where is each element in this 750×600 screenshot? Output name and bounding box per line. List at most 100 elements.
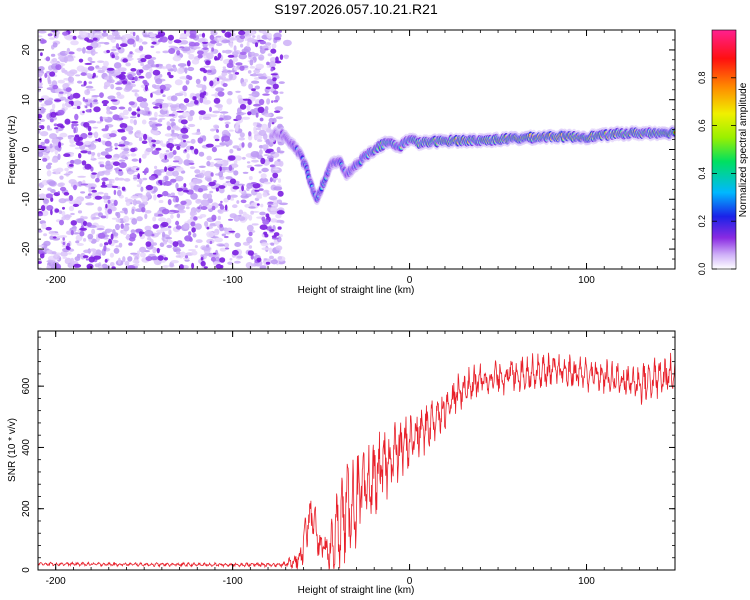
noise-speckle [251,159,259,163]
noise-speckle [267,121,272,129]
noise-blob [239,34,246,40]
noise-blob [142,79,148,85]
noise-blob [238,30,246,36]
noise-blob [203,75,207,82]
noise-speckle [203,170,213,178]
noise-blob [172,160,180,163]
snr-y-tick-label: 400 [21,439,32,456]
noise-speckle [104,163,114,170]
noise-blob [172,150,177,155]
noise-blob [40,205,46,212]
noise-speckle [277,256,283,260]
noise-speckle [263,181,271,185]
noise-speckle [219,247,227,252]
noise-blob [225,123,229,129]
noise-speckle [270,259,278,265]
noise-blob [157,255,164,261]
noise-speckle [131,158,139,162]
noise-speckle [40,141,46,146]
colorbar-tick-label: 0.6 [697,119,707,132]
noise-speckle [214,145,220,148]
noise-speckle [162,50,170,54]
noise-blob [115,43,120,50]
noise-speckle [49,235,54,240]
noise-speckle [262,192,268,198]
noise-blob [242,98,251,101]
noise-blob [190,221,196,227]
noise-blob [197,50,204,55]
noise-speckle [227,91,233,96]
noise-speckle [194,245,198,248]
noise-blob [205,143,214,148]
noise-blob [68,163,74,167]
noise-blob [216,77,220,82]
noise-blob [197,137,204,144]
noise-blob [203,266,208,269]
noise-speckle [177,204,186,211]
noise-blob [54,127,59,130]
noise-speckle [258,170,262,174]
noise-blob [253,103,261,107]
noise-speckle [135,200,142,205]
noise-blob [62,206,65,210]
noise-speckle [114,69,121,75]
noise-speckle [61,69,68,73]
noise-speckle [160,227,170,232]
noise-blob [259,224,268,230]
noise-blob [80,150,88,154]
noise-speckle [278,234,283,238]
noise-blob [270,48,277,54]
noise-blob [265,261,271,265]
noise-speckle [152,242,158,246]
noise-speckle [175,166,184,172]
noise-speckle [124,208,128,215]
noise-speckle [50,233,60,236]
noise-speckle [68,170,73,174]
noise-speckle [201,170,206,174]
colorbar-gradient [711,29,737,270]
noise-blob [102,103,108,107]
noise-speckle [89,248,97,252]
noise-speckle [165,149,170,153]
noise-speckle [136,216,143,222]
noise-speckle [222,66,226,69]
noise-speckle [51,157,59,163]
noise-speckle [222,50,226,54]
noise-speckle [83,238,87,242]
noise-speckle [202,99,211,105]
noise-blob [256,257,262,263]
noise-blob [79,230,85,237]
noise-blob [155,34,161,39]
noise-speckle [165,170,175,176]
noise-speckle [234,232,241,239]
noise-speckle [115,86,123,91]
noise-blob [248,231,253,237]
noise-speckle [169,118,176,122]
noise-speckle [155,51,161,54]
noise-speckle [73,159,82,165]
noise-speckle [152,247,157,254]
noise-blob [86,45,93,51]
noise-blob [128,242,133,246]
noise-speckle [202,193,209,200]
noise-speckle [80,31,89,38]
noise-blob [49,118,54,123]
noise-blob [170,178,177,183]
noise-blob [265,213,270,218]
noise-blob [58,141,62,148]
noise-blob [164,166,168,172]
noise-speckle [168,151,174,158]
noise-speckle [75,234,83,242]
noise-blob [44,72,48,79]
noise-blob [258,98,265,106]
noise-speckle [204,221,209,227]
noise-blob [209,240,213,245]
noise-speckle [46,260,56,263]
noise-blob [88,132,93,136]
noise-blob [269,164,275,168]
noise-speckle [234,242,242,247]
noise-speckle [119,210,126,214]
noise-blob [70,100,74,107]
noise-blob [136,108,141,112]
noise-blob [104,140,112,147]
